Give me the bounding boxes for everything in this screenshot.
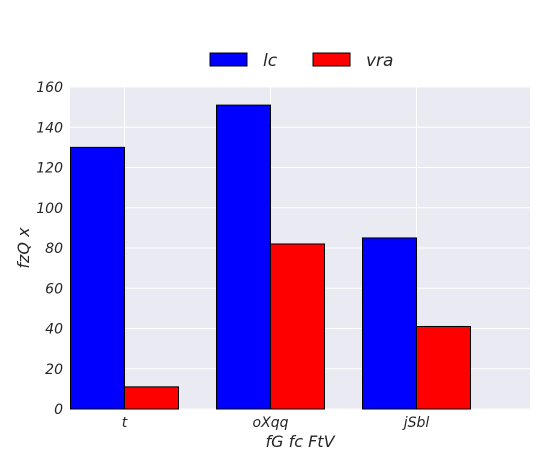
x-tick-label: jSbl [402,415,430,431]
legend-swatch [209,52,248,67]
y-tick-label: 40 [45,322,63,338]
bar-lc-t [70,146,125,410]
y-tick-label: 80 [45,241,63,257]
x-tick-labels: t oXqq jSbl [122,415,430,431]
y-tick-label: 100 [36,201,63,217]
legend-item-lc[interactable]: lc [209,51,278,71]
x-tick-label: oXqq [253,415,289,431]
bar-lc-oXqq [216,104,271,410]
bar-vra-t [124,386,179,410]
y-tick-label: 160 [36,80,63,96]
y-tick-label: 0 [54,402,63,418]
legend-item-vra[interactable]: vra [312,51,393,71]
bars [70,104,471,410]
legend-label: vra [366,51,393,71]
legend-swatch [312,52,351,67]
y-tick-label: 120 [36,161,63,177]
x-tick-label: t [122,415,128,431]
bar-vra-jSbl [416,325,471,410]
legend-label: lc [263,51,278,71]
y-tick-label: 140 [36,120,63,136]
x-axis-label: fG fc FtV [265,432,335,451]
bar-vra-oXqq [270,243,325,410]
y-tick-label: 60 [45,281,63,297]
y-tick-labels: 0 20 40 60 80 100 120 140 160 [36,80,63,418]
y-axis-label: fzQ x [14,227,33,269]
y-tick-label: 20 [45,362,63,378]
bar-lc-jSbl [362,237,417,410]
legend[interactable]: lc vra [209,51,393,71]
